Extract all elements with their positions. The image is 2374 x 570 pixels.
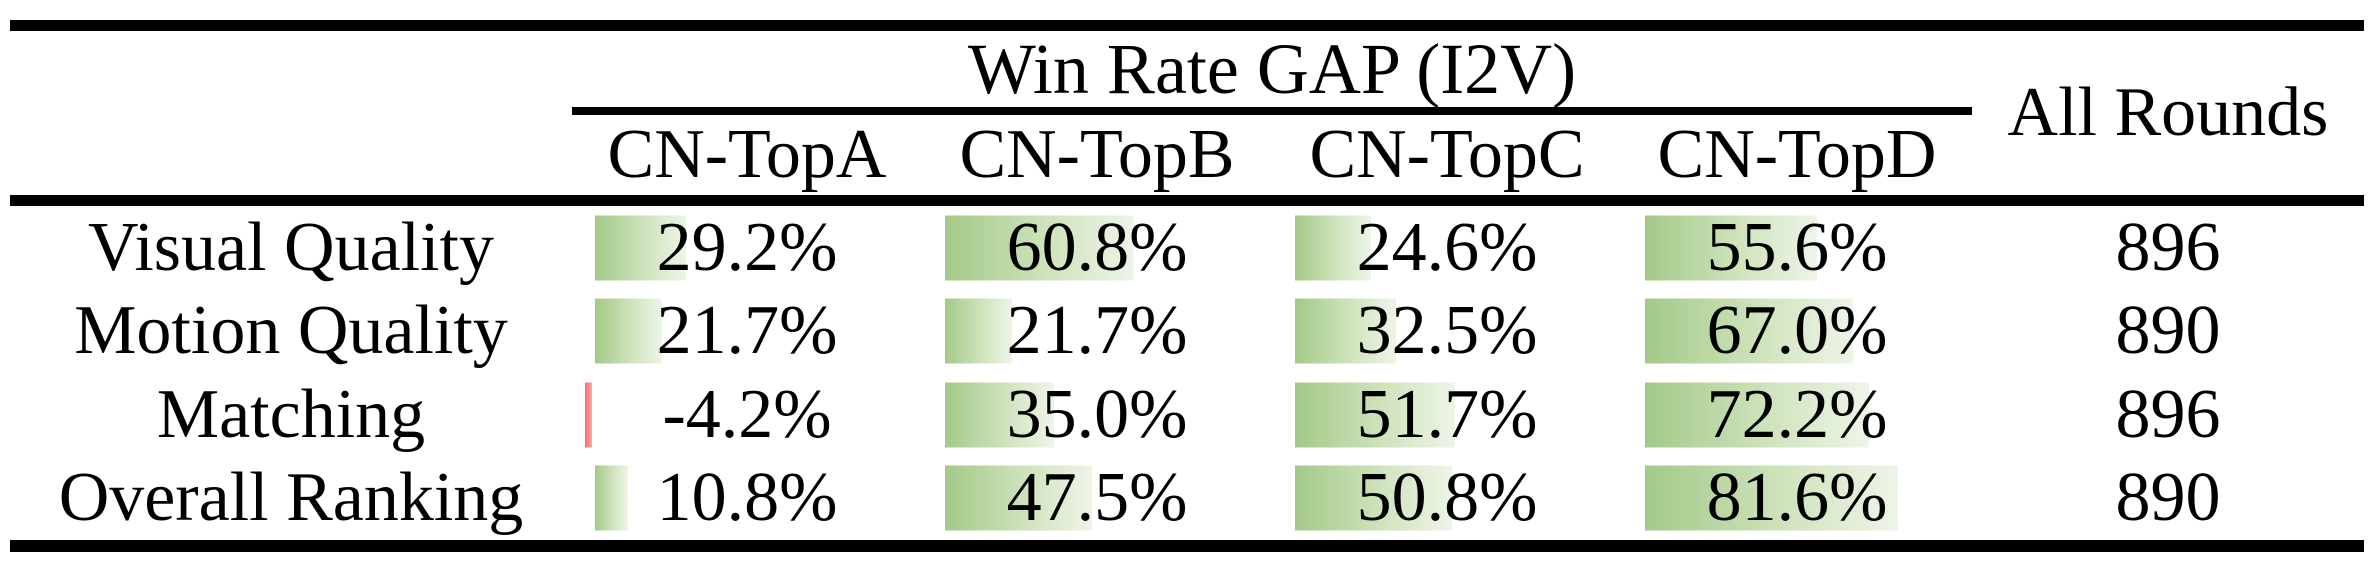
all-rounds-value: 896 xyxy=(2115,208,2221,286)
table-cell: 29.2% xyxy=(572,206,922,290)
all-rounds-value: 896 xyxy=(2115,375,2221,453)
table-cell: 81.6% xyxy=(1622,457,1972,541)
table-cell: 35.0% xyxy=(922,373,1272,457)
table-cell: 10.8% xyxy=(572,457,922,541)
win-rate-value: 51.7% xyxy=(1356,375,1538,453)
negative-win-rate-bar xyxy=(585,382,592,448)
header-underline xyxy=(572,107,1972,115)
table-cell: 47.5% xyxy=(922,457,1272,541)
win-rate-bar xyxy=(945,382,1054,448)
table-cell: 60.8% xyxy=(922,206,1272,290)
win-rate-bar xyxy=(1295,298,1396,364)
mid-rule xyxy=(10,195,2364,206)
win-rate-bar xyxy=(595,465,629,531)
win-rate-value: 67.0% xyxy=(1706,292,1888,370)
win-rate-value: 29.2% xyxy=(656,208,838,286)
table-cell: 72.2% xyxy=(1622,373,1972,457)
table-cell: 55.6% xyxy=(1622,206,1972,290)
win-rate-value: -4.2% xyxy=(662,375,832,453)
win-rate-value: 60.8% xyxy=(1006,208,1188,286)
win-rate-bar xyxy=(1295,382,1456,448)
table-cell: 67.0% xyxy=(1622,290,1972,374)
table-cell: 24.6% xyxy=(1272,206,1622,290)
table-cell: 21.7% xyxy=(922,290,1272,374)
win-rate-bar xyxy=(1645,215,1818,281)
group-header: Win Rate GAP (I2V) xyxy=(967,28,1577,109)
win-rate-bar xyxy=(1645,298,1853,364)
column-header-cn-topb: CN-TopB xyxy=(959,116,1235,193)
column-header-cn-topa: CN-TopA xyxy=(607,116,887,193)
row-label: Matching xyxy=(156,375,426,453)
win-rate-bar xyxy=(1295,215,1372,281)
column-header-cn-topc: CN-TopC xyxy=(1309,116,1585,193)
win-rate-bar xyxy=(1645,382,1869,448)
win-rate-value: 47.5% xyxy=(1006,459,1188,537)
win-rate-bar xyxy=(945,215,1134,281)
top-rule xyxy=(10,20,2364,31)
win-rate-value: 55.6% xyxy=(1706,208,1888,286)
win-rate-bar xyxy=(595,215,686,281)
all-rounds-value: 890 xyxy=(2115,459,2221,537)
win-rate-value: 50.8% xyxy=(1356,459,1538,537)
win-rate-value: 35.0% xyxy=(1006,375,1188,453)
results-table: Win Rate GAP (I2V) All Rounds CN-TopA CN… xyxy=(10,20,2364,552)
all-rounds-header: All Rounds xyxy=(2007,74,2329,151)
row-label: Motion Quality xyxy=(74,292,508,370)
win-rate-value: 32.5% xyxy=(1356,292,1538,370)
table-cell: 50.8% xyxy=(1272,457,1622,541)
row-label: Overall Ranking xyxy=(58,459,524,537)
bottom-rule xyxy=(10,540,2364,552)
win-rate-value: 72.2% xyxy=(1706,375,1888,453)
row-label: Visual Quality xyxy=(87,208,495,286)
win-rate-bar xyxy=(945,298,1013,364)
table-cell: 51.7% xyxy=(1272,373,1622,457)
all-rounds-value: 890 xyxy=(2115,292,2221,370)
win-rate-bar xyxy=(1295,465,1453,531)
win-rate-value: 21.7% xyxy=(1006,292,1188,370)
win-rate-bar xyxy=(595,298,663,364)
win-rate-bar xyxy=(945,465,1093,531)
table-cell: 21.7% xyxy=(572,290,922,374)
table-cell: -4.2% xyxy=(572,373,922,457)
win-rate-value: 81.6% xyxy=(1706,459,1888,537)
win-rate-value: 21.7% xyxy=(656,292,838,370)
column-header-cn-topd: CN-TopD xyxy=(1657,116,1937,193)
win-rate-value: 24.6% xyxy=(1356,208,1538,286)
table-cell: 32.5% xyxy=(1272,290,1622,374)
win-rate-bar xyxy=(1645,465,1898,531)
win-rate-value: 10.8% xyxy=(656,459,838,537)
